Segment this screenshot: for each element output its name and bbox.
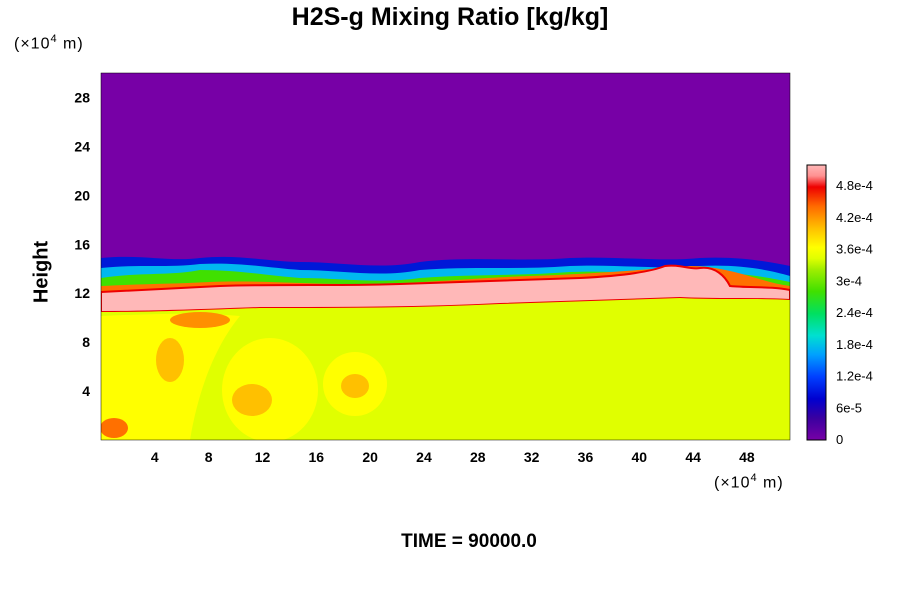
y-tick-label: 16	[74, 236, 90, 252]
heatmap-blob-orange-1	[232, 384, 272, 416]
colorbar-tick-label: 4.2e-4	[836, 210, 873, 225]
x-axis-unit: (×104 m)	[714, 472, 784, 492]
x-tick-label: 36	[578, 449, 594, 465]
x-tick-label: 16	[309, 449, 325, 465]
y-tick-label: 28	[74, 89, 90, 105]
x-tick-label: 24	[416, 449, 432, 465]
x-tick-label: 4	[151, 449, 159, 465]
x-tick-labels: 4 8 12 16 20 24 28 32 36 40 44 48	[151, 449, 755, 465]
colorbar-tick-label: 2.4e-4	[836, 305, 873, 320]
colorbar-tick-label: 3.6e-4	[836, 242, 873, 257]
y-tick-label: 4	[82, 383, 90, 399]
y-tick-label: 24	[74, 138, 90, 154]
colorbar-tick-labels: 0 6e-5 1.2e-4 1.8e-4 2.4e-4 3e-4 3.6e-4 4.2e-4 4…	[836, 178, 873, 447]
time-label: TIME = 90000.0	[401, 531, 537, 552]
colorbar-tick-label: 1.2e-4	[836, 369, 873, 384]
heatmap-blob-orange-3	[156, 338, 184, 382]
colorbar-tick-label: 4.8e-4	[836, 178, 873, 193]
x-tick-label: 20	[362, 449, 378, 465]
colorbar-tick-label: 3e-4	[836, 273, 862, 288]
x-tick-label: 32	[524, 449, 540, 465]
x-tick-label: 8	[205, 449, 213, 465]
y-tick-labels: 4 8 12 16 20 24 28	[74, 89, 90, 399]
chart-title: H2S-g Mixing Ratio [kg/kg]	[291, 3, 609, 31]
x-tick-label: 28	[470, 449, 486, 465]
plot-frame	[100, 72, 791, 441]
heatmap-blob-orange-4	[101, 418, 128, 438]
y-axis-unit: (×104 m)	[14, 33, 84, 53]
colorbar-tick-label: 6e-5	[836, 400, 862, 415]
x-tick-label: 44	[685, 449, 701, 465]
colorbar: 0 6e-5 1.2e-4 1.8e-4 2.4e-4 3e-4 3.6e-4 4.2e-4 4…	[806, 164, 873, 447]
colorbar-gradient	[806, 164, 827, 441]
y-tick-label: 20	[74, 187, 90, 203]
x-tick-label: 48	[739, 449, 755, 465]
y-tick-label: 8	[82, 334, 90, 350]
heatmap-region-layer-max	[101, 264, 790, 314]
colorbar-tick-label: 0	[836, 432, 843, 447]
x-tick-label: 12	[255, 449, 271, 465]
heatmap-blob-orange-2	[341, 374, 369, 398]
y-tick-label: 12	[74, 285, 90, 301]
heatmap-blob-orange-5	[170, 312, 230, 328]
heatmap-field	[101, 73, 790, 440]
x-tick-label: 40	[631, 449, 647, 465]
colorbar-tick-label: 1.8e-4	[836, 337, 873, 352]
